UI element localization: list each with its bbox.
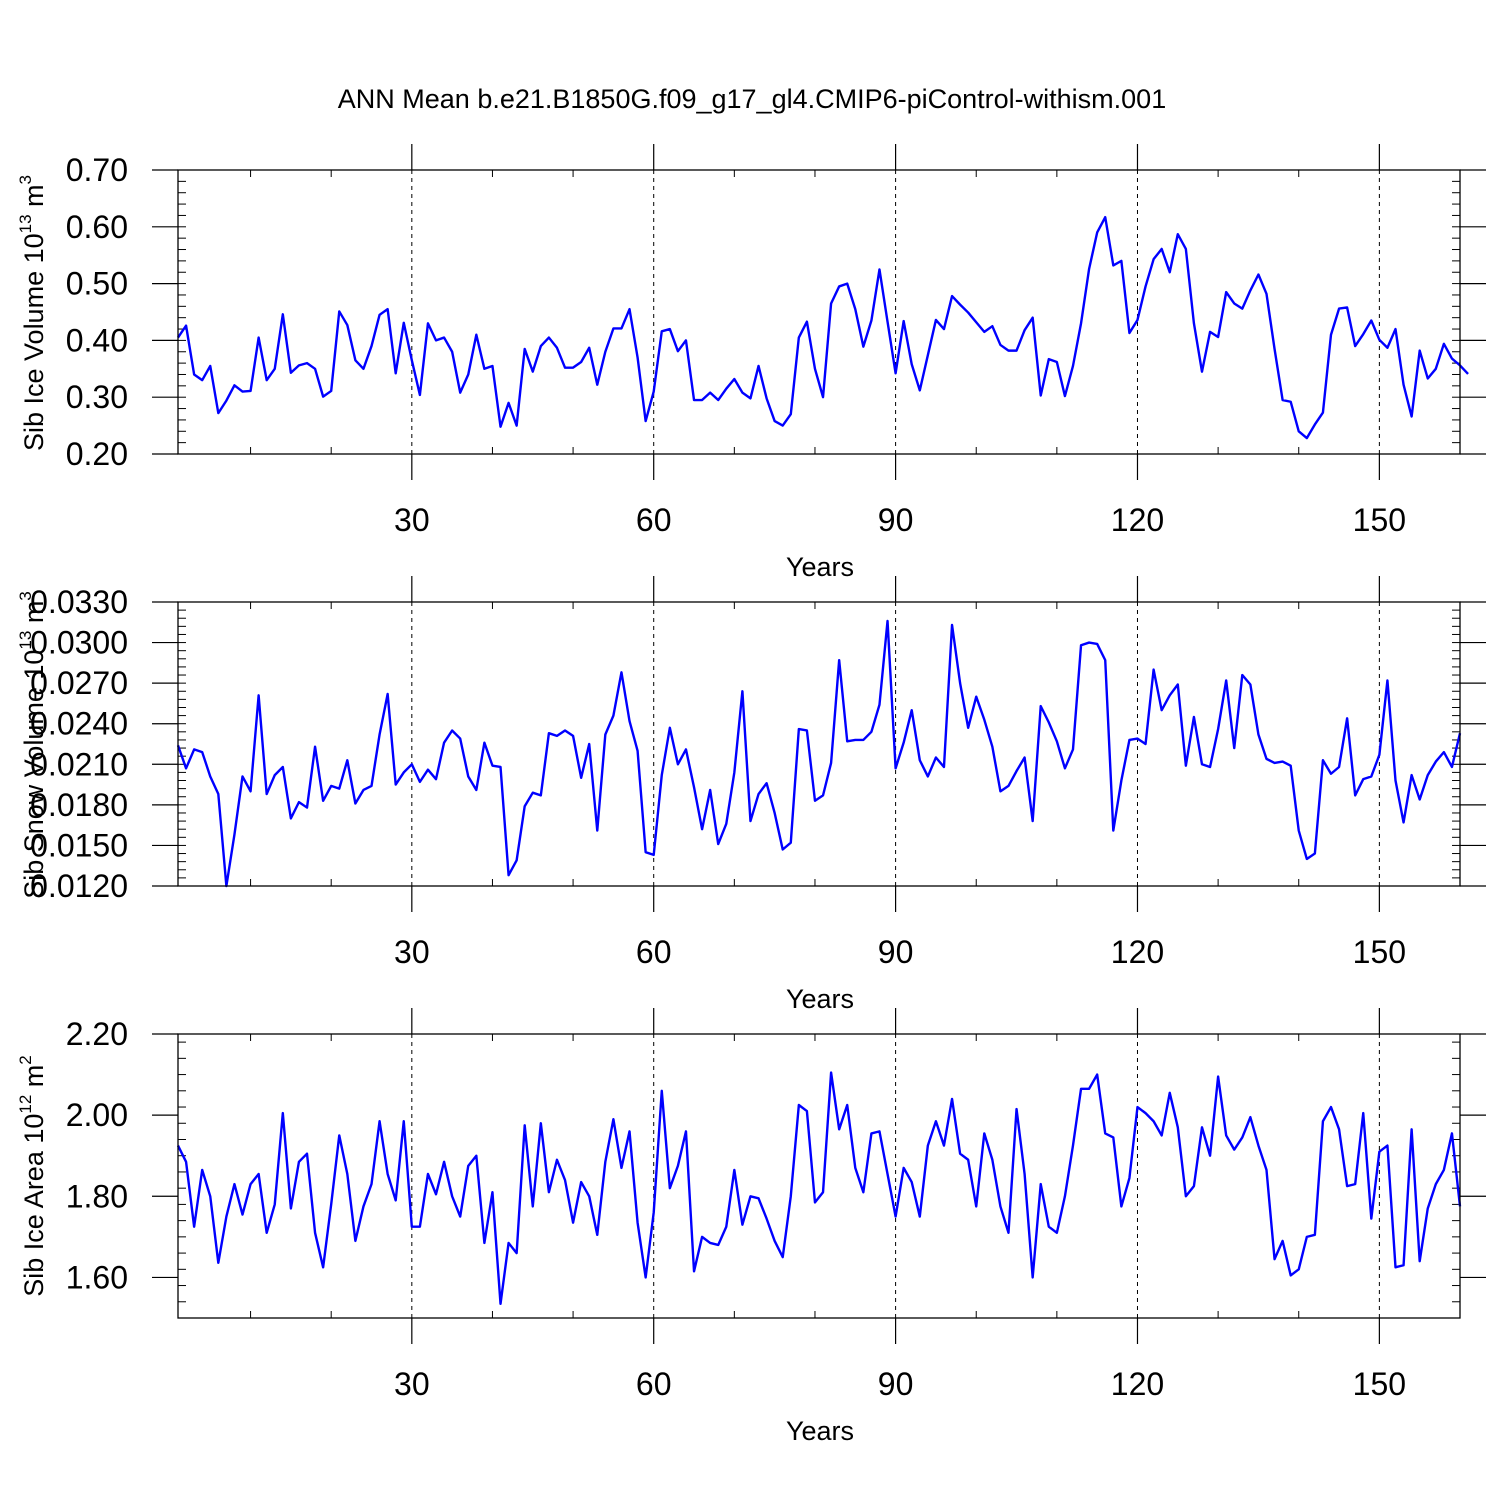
y-tick-label: 1.80 <box>66 1178 128 1214</box>
y-tick-label: 0.0180 <box>30 787 128 823</box>
y-axis-title-exponent: 13 <box>16 631 35 650</box>
panel-2: 30 60 90 120 150 0.0120 0.0150 0.0180 0.0210 0.02… <box>16 576 1486 1014</box>
x-tick-label: 90 <box>878 934 914 970</box>
x-tick-label: 150 <box>1353 502 1406 538</box>
y-tick-label: 2.00 <box>66 1097 128 1133</box>
x-axis-title: Years <box>786 984 854 1014</box>
y-tick-label: 0.0210 <box>30 746 128 782</box>
x-tick-label: 120 <box>1111 502 1164 538</box>
x-tick-label: 30 <box>394 934 430 970</box>
x-tick-label: 150 <box>1353 934 1406 970</box>
y-axis-title-unit-exponent: 3 <box>16 591 35 600</box>
series-line-2 <box>176 619 1462 888</box>
y-tick-label: 0.0150 <box>30 827 128 863</box>
y-tick-label: 0.40 <box>66 322 128 358</box>
y-tick-label: 0.30 <box>66 379 128 415</box>
plot-frame <box>177 601 1461 887</box>
y-tick-label: 0.0240 <box>30 706 128 742</box>
y-tick-label: 0.0300 <box>30 625 128 661</box>
y-tick-label: 0.0270 <box>30 665 128 701</box>
x-tick-label: 120 <box>1111 934 1164 970</box>
y-axis-title-text: Sib Snow Volume 10 <box>19 650 49 899</box>
x-tick-label: 60 <box>636 502 672 538</box>
x-tick-label: 30 <box>394 502 430 538</box>
y-tick-label: 1.60 <box>66 1259 128 1295</box>
y-tick-label: 0.60 <box>66 209 128 245</box>
y-axis-title-unit: m <box>19 184 49 214</box>
y-tick-label: 2.20 <box>66 1016 128 1052</box>
y-tick-label: 0.50 <box>66 266 128 302</box>
y-axis-title-unit-exponent: 2 <box>16 1055 35 1064</box>
x-tick-label: 30 <box>394 1366 430 1402</box>
plot-frame <box>177 169 1461 455</box>
y-axis-title: Sib Snow Volume 1013 m3 <box>16 591 49 899</box>
x-tick-label: 60 <box>636 1366 672 1402</box>
y-axis-title: Sib Ice Area 1012 m2 <box>16 1055 49 1297</box>
y-axis-title-exponent: 13 <box>16 214 35 233</box>
series-line-1 <box>177 215 1469 440</box>
x-tick-label: 120 <box>1111 1366 1164 1402</box>
y-axis-title-unit-exponent: 3 <box>16 175 35 184</box>
y-tick-label: 0.20 <box>66 436 128 472</box>
y-axis-title-exponent: 12 <box>16 1095 35 1114</box>
series-line-3 <box>176 1071 1462 1306</box>
x-tick-label: 150 <box>1353 1366 1406 1402</box>
x-tick-label: 90 <box>878 502 914 538</box>
y-axis-title-unit: m <box>19 1065 49 1095</box>
y-axis-title-text: Sib Ice Area 10 <box>19 1114 49 1297</box>
panel-1: 30 60 90 120 150 0.20 0.30 0.40 0.50 0.60 0.70 Year… <box>16 144 1486 582</box>
x-axis-title: Years <box>786 1416 854 1446</box>
plot-frame <box>177 1033 1461 1319</box>
x-tick-label: 60 <box>636 934 672 970</box>
y-tick-label: 0.0120 <box>30 868 128 904</box>
figure-title: ANN Mean b.e21.B1850G.f09_g17_gl4.CMIP6-… <box>338 84 1166 114</box>
panel-3: 30 60 90 120 150 1.60 1.80 2.00 2.20 Years Sib Ice… <box>16 1008 1486 1446</box>
y-axis-title: Sib Ice Volume 1013 m3 <box>16 175 49 451</box>
x-axis-title: Years <box>786 552 854 582</box>
x-tick-label: 90 <box>878 1366 914 1402</box>
y-axis-title-unit: m <box>19 601 49 631</box>
y-tick-label: 0.70 <box>66 152 128 188</box>
y-tick-label: 0.0330 <box>30 584 128 620</box>
y-axis-title-text: Sib Ice Volume 10 <box>19 233 49 451</box>
